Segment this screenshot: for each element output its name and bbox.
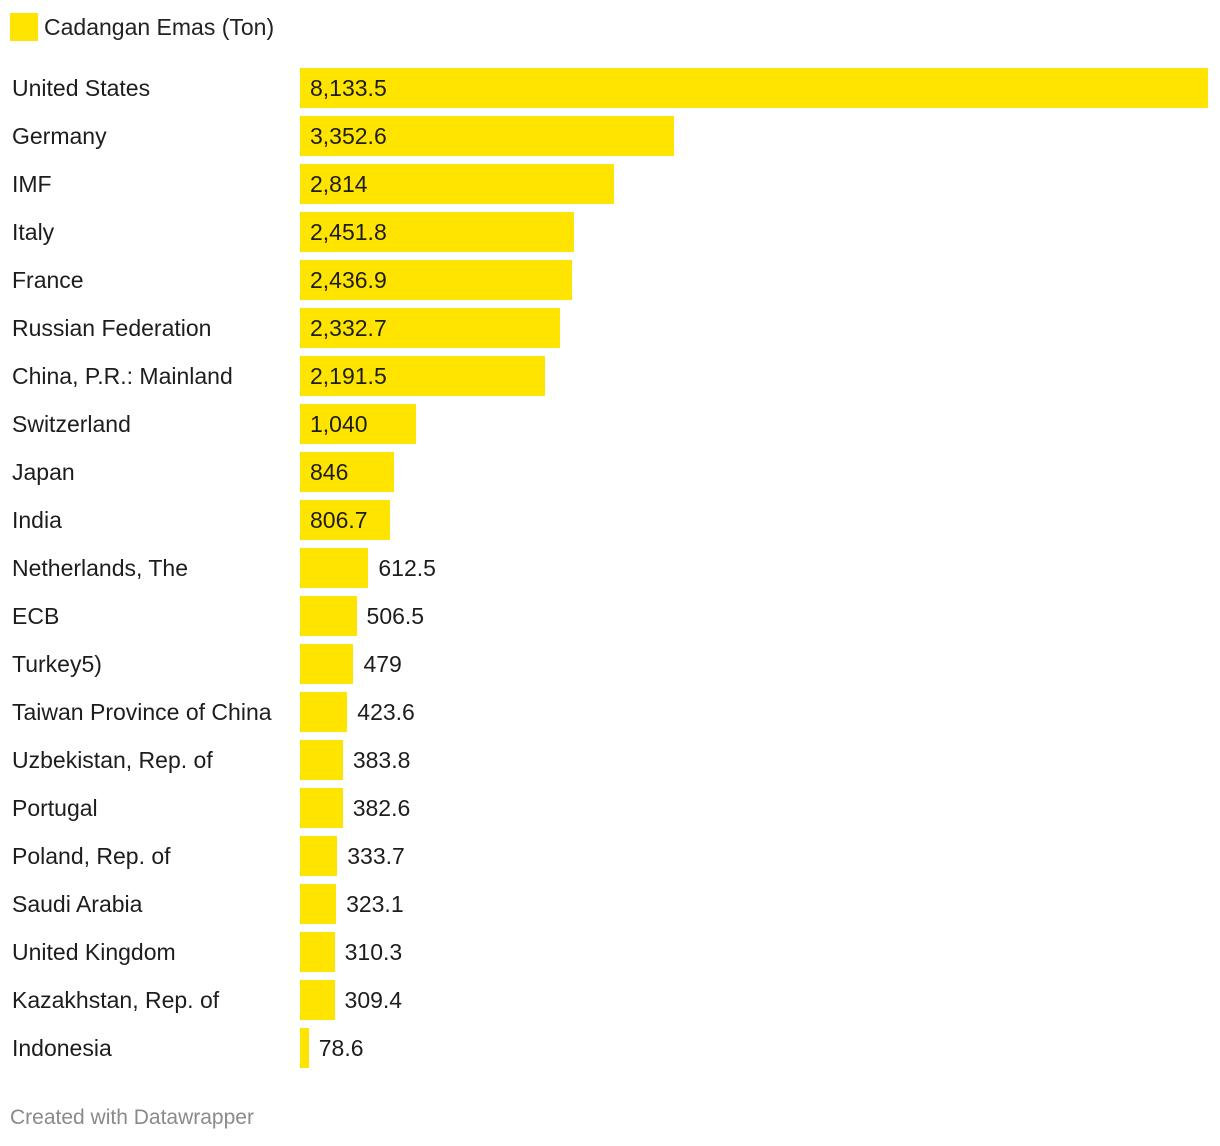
bar (300, 404, 417, 444)
bar (300, 548, 369, 588)
bar-row: ECB 506.5 (0, 596, 1220, 636)
category-label: United Kingdom (12, 939, 176, 965)
bar-row: Indonesia 78.6 (0, 1028, 1220, 1068)
bar (300, 116, 675, 156)
category-label: China, P.R.: Mainland (12, 363, 233, 389)
value-label: 612.5 (378, 555, 436, 581)
category-label: Russian Federation (12, 315, 212, 341)
bar-row: Japan 846 (0, 452, 1220, 492)
category-label: France (12, 267, 84, 293)
bar-row: Turkey5) 479 (0, 644, 1220, 684)
bar (300, 884, 337, 924)
value-label: 310.3 (344, 939, 403, 965)
value-label: 333.7 (347, 843, 405, 869)
bar-row: India 806.7 (0, 500, 1220, 540)
bar (300, 788, 343, 828)
value-label: 78.6 (318, 1035, 364, 1061)
value-label: 506.5 (366, 603, 425, 629)
bar-row: United States 8,133.5 (0, 68, 1220, 108)
bar-row: United Kingdom 310.3 (0, 932, 1220, 972)
category-label: IMF (12, 171, 52, 197)
bar-row: Uzbekistan, Rep. of 383.8 (0, 740, 1220, 780)
bar-row: Portugal 382.6 (0, 788, 1220, 828)
bar (300, 932, 335, 972)
value-label: 1,040 (310, 411, 368, 437)
value-label: 423.6 (357, 699, 415, 725)
value-label: 2,451.8 (310, 219, 387, 245)
category-label: Portugal (12, 795, 98, 821)
category-label: Japan (12, 459, 75, 485)
bar (300, 692, 348, 732)
bar-row: Poland, Rep. of 333.7 (0, 836, 1220, 876)
value-label: 479 (363, 651, 402, 677)
bar-row: Kazakhstan, Rep. of 309.4 (0, 980, 1220, 1020)
value-label: 383.8 (352, 747, 411, 773)
bar-row: Russian Federation 2,332.7 (0, 308, 1220, 348)
bar (300, 164, 615, 204)
bar (300, 212, 574, 252)
value-label: 2,436.9 (310, 267, 387, 293)
category-label: Germany (12, 123, 107, 149)
bar (300, 596, 357, 636)
value-label: 2,191.5 (310, 363, 387, 389)
credit-text: Created with Datawrapper (10, 1106, 254, 1129)
bar (300, 500, 391, 540)
value-label: 323.1 (346, 891, 404, 917)
bar (300, 68, 1208, 108)
value-label: 309.4 (344, 987, 403, 1013)
value-label: 3,352.6 (310, 123, 387, 149)
bar-row: Switzerland 1,040 (0, 404, 1220, 444)
category-label: Kazakhstan, Rep. of (12, 987, 220, 1013)
bar (300, 356, 545, 396)
bar-row: China, P.R.: Mainland 2,191.5 (0, 356, 1220, 396)
bar (300, 1028, 309, 1068)
category-label: India (12, 507, 62, 533)
bar-row: Taiwan Province of China 423.6 (0, 692, 1220, 732)
bar (300, 452, 395, 492)
bar-row: Germany 3,352.6 (0, 116, 1220, 156)
legend-swatch (10, 13, 38, 41)
category-label: Taiwan Province of China (12, 699, 272, 725)
category-label: Saudi Arabia (12, 891, 143, 917)
bar (300, 260, 573, 300)
category-label: Indonesia (12, 1035, 112, 1061)
value-label: 806.7 (310, 507, 368, 533)
bar (300, 740, 343, 780)
category-label: Italy (12, 219, 55, 245)
bar-row: IMF 2,814 (0, 164, 1220, 204)
category-label: Netherlands, The (12, 555, 189, 581)
legend-label: Cadangan Emas (Ton) (44, 13, 275, 40)
chart-legend: Cadangan Emas (Ton) (10, 12, 274, 42)
value-label: 2,332.7 (310, 315, 387, 341)
bar (300, 308, 561, 348)
bar-row: France 2,436.9 (0, 260, 1220, 300)
category-label: Turkey5) (12, 651, 102, 677)
bar-row: Saudi Arabia 323.1 (0, 884, 1220, 924)
category-label: ECB (12, 603, 60, 629)
category-label: Poland, Rep. of (12, 843, 171, 869)
bar (300, 644, 354, 684)
category-label: Switzerland (12, 411, 131, 437)
category-label: United States (12, 75, 151, 101)
value-label: 382.6 (352, 795, 411, 821)
bar-row: Italy 2,451.8 (0, 212, 1220, 252)
category-label: Uzbekistan, Rep. of (12, 747, 213, 773)
value-label: 2,814 (310, 171, 368, 197)
bar-row: Netherlands, The 612.5 (0, 548, 1220, 588)
bar (300, 980, 335, 1020)
value-label: 846 (310, 459, 349, 485)
bar (300, 836, 338, 876)
value-label: 8,133.5 (310, 75, 387, 101)
